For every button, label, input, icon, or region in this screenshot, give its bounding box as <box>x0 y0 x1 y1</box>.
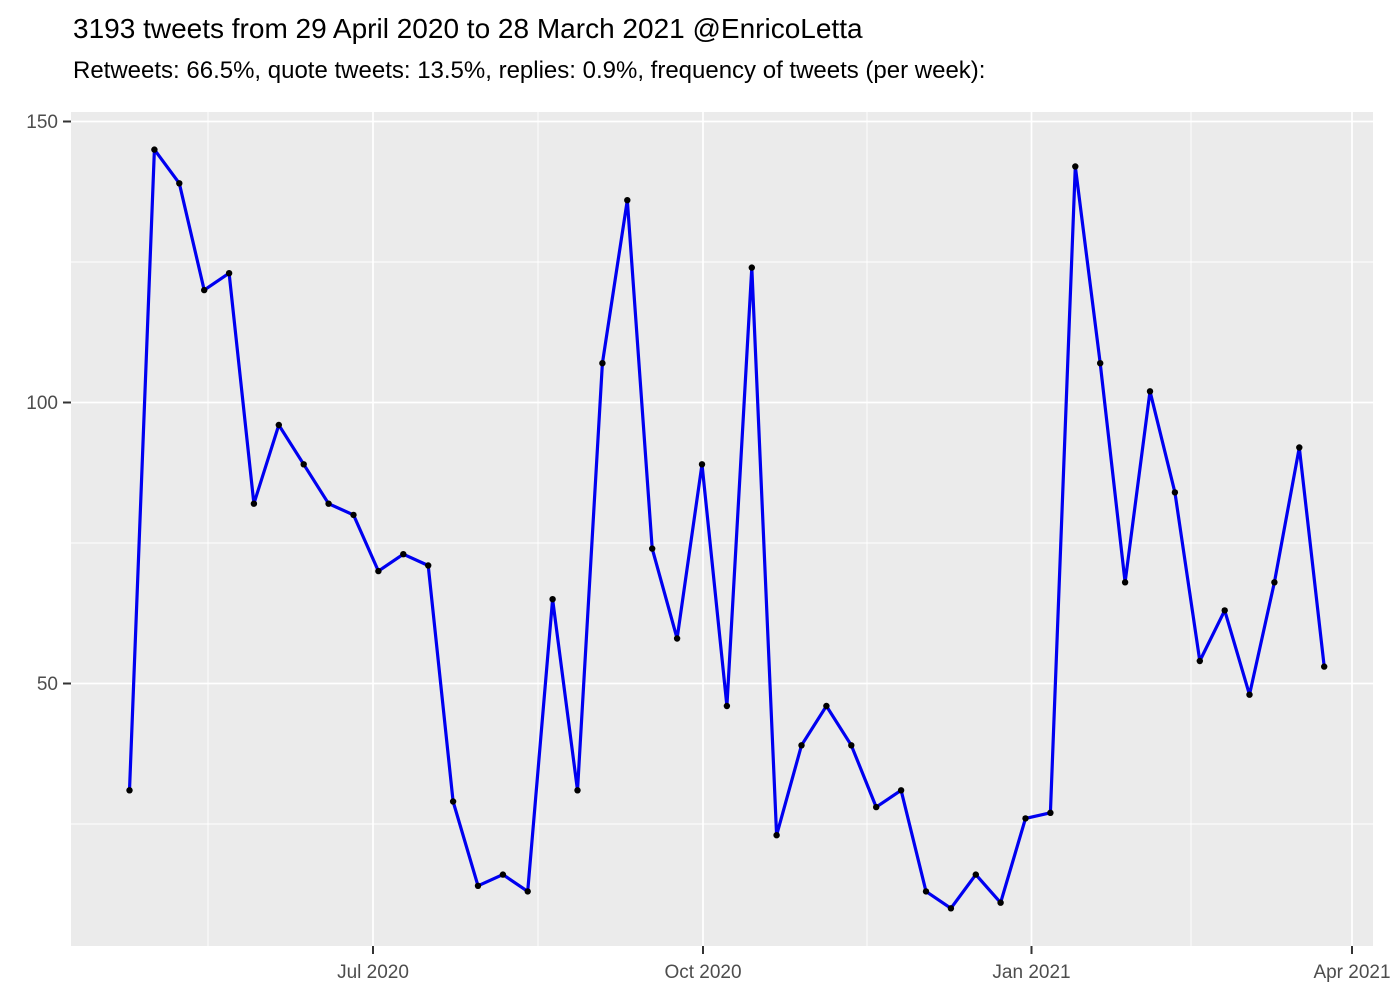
data-point <box>649 545 656 552</box>
data-point <box>300 461 307 468</box>
data-point <box>947 905 955 912</box>
data-point <box>1171 489 1179 496</box>
data-point <box>972 871 979 878</box>
data-point <box>1121 579 1129 586</box>
data-point <box>1022 815 1029 822</box>
x-tick-label: Oct 2020 <box>664 962 741 983</box>
data-point <box>176 180 183 187</box>
data-point <box>823 702 830 710</box>
x-tick-label: Apr 2021 <box>1313 962 1390 983</box>
data-point <box>350 511 357 519</box>
data-point <box>524 888 531 895</box>
data-point <box>1196 657 1204 665</box>
chart-subtitle: Retweets: 66.5%, quote tweets: 13.5%, re… <box>73 57 986 84</box>
data-point <box>225 270 233 277</box>
data-point <box>1271 579 1278 586</box>
data-point <box>1146 388 1154 395</box>
data-point <box>574 787 581 794</box>
data-point <box>599 360 606 367</box>
data-point <box>126 787 133 794</box>
y-tick-label: 150 <box>26 112 58 133</box>
chart-title: 3193 tweets from 29 April 2020 to 28 Mar… <box>73 13 863 44</box>
data-point <box>698 461 706 468</box>
data-point <box>151 146 158 153</box>
data-point <box>897 787 905 794</box>
data-point <box>1047 809 1054 816</box>
data-point <box>748 264 755 271</box>
data-point <box>474 882 482 889</box>
data-point <box>1221 607 1228 614</box>
data-point <box>798 742 805 749</box>
x-tick-label: Jul 2020 <box>337 962 409 983</box>
data-point <box>773 832 780 839</box>
data-point <box>873 803 880 811</box>
data-point <box>1296 444 1303 451</box>
data-point <box>499 871 507 878</box>
data-point <box>275 421 282 429</box>
data-point <box>1246 691 1253 698</box>
data-point <box>449 798 457 805</box>
data-point <box>201 286 208 294</box>
data-point <box>673 635 681 642</box>
data-point <box>723 702 731 710</box>
x-tick-label: Jan 2021 <box>992 962 1070 983</box>
data-point <box>1321 663 1328 670</box>
data-point <box>325 500 332 507</box>
data-point <box>400 551 407 558</box>
data-point <box>250 500 258 507</box>
data-point <box>549 596 556 603</box>
y-tick-label: 50 <box>37 674 58 695</box>
data-point <box>922 888 930 895</box>
data-point <box>997 899 1004 906</box>
y-tick-label: 100 <box>26 393 58 414</box>
data-point <box>624 197 631 204</box>
chart-panel <box>71 112 1373 946</box>
data-point <box>1072 163 1079 170</box>
data-point <box>425 562 432 569</box>
data-point <box>848 742 855 749</box>
data-point <box>375 567 382 575</box>
data-point <box>1097 360 1104 367</box>
